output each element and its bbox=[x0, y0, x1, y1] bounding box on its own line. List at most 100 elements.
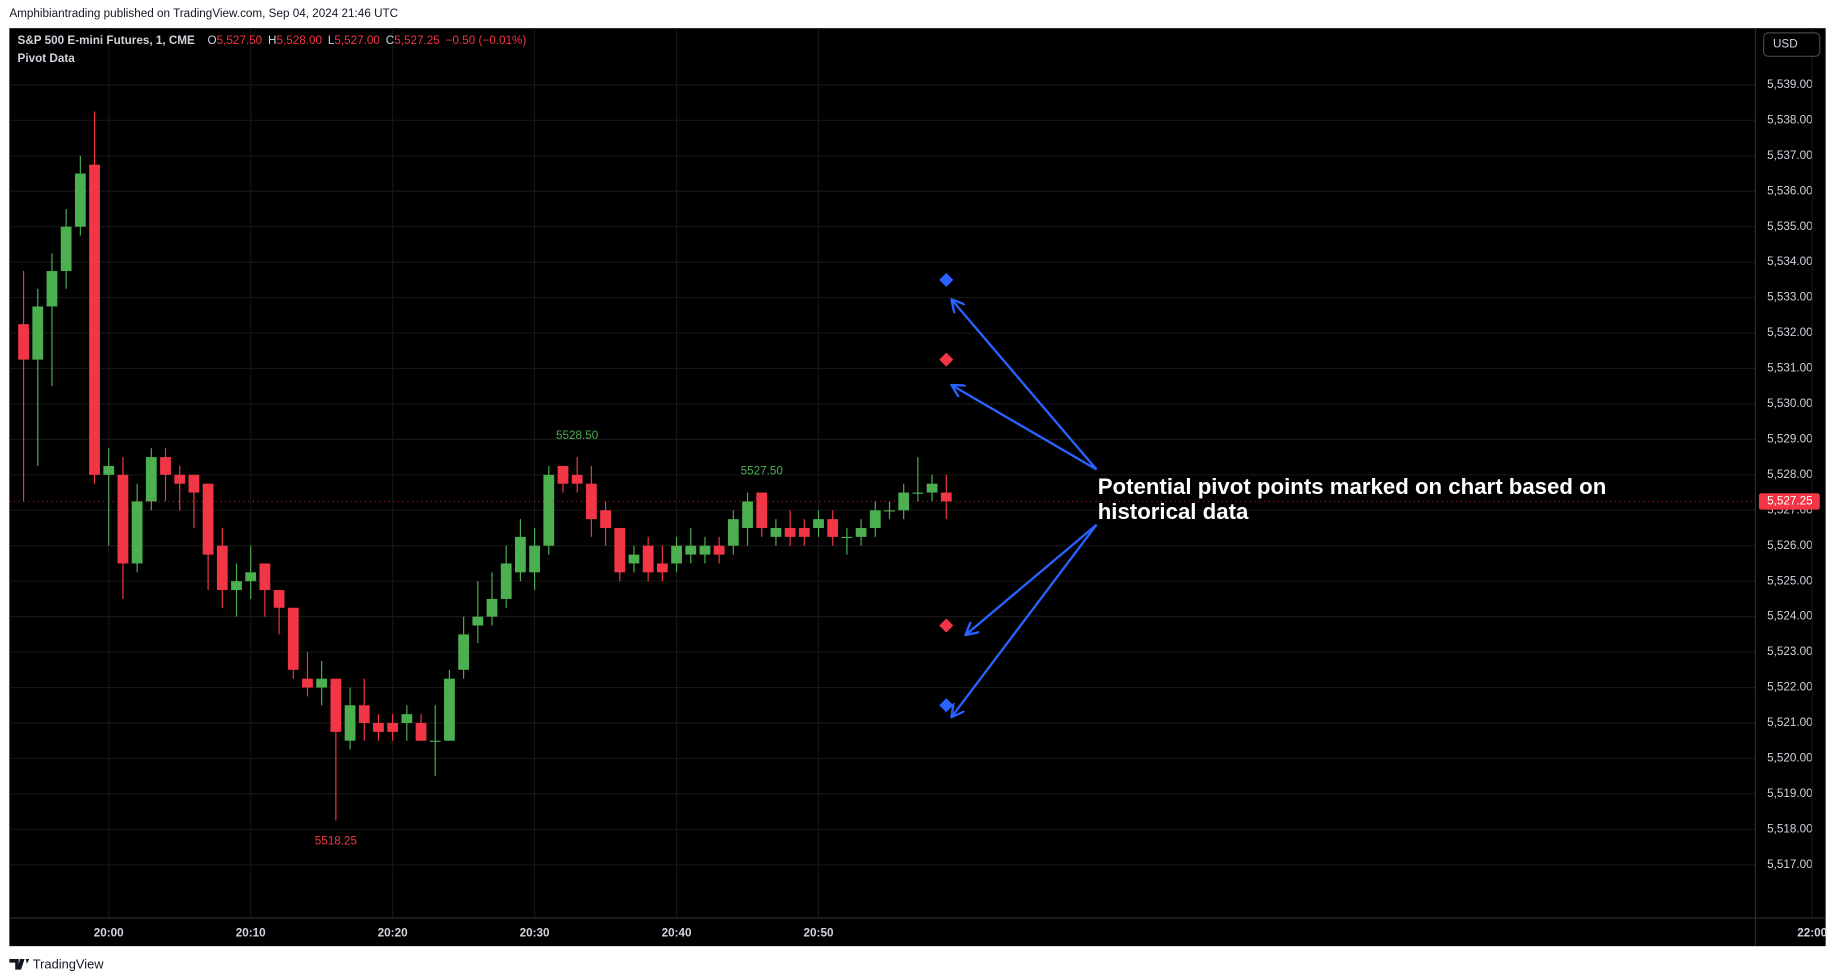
currency-label[interactable]: USD bbox=[1773, 38, 1798, 51]
y-tick-label: 5,526.00 bbox=[1767, 539, 1813, 552]
extreme-label: 5528.50 bbox=[556, 429, 599, 442]
footer-logo: TradingView bbox=[9, 956, 104, 971]
legend-key: H bbox=[268, 34, 276, 47]
arrow bbox=[951, 524, 1098, 718]
y-tick-label: 5,523.00 bbox=[1767, 645, 1813, 658]
candle-body bbox=[486, 598, 498, 617]
legend-key: L bbox=[328, 34, 335, 47]
pivot-diamond bbox=[939, 352, 954, 367]
candle-body bbox=[358, 705, 370, 723]
arrow bbox=[965, 523, 1098, 635]
candle-body bbox=[103, 465, 115, 475]
legend-value: 5,527.00 bbox=[334, 34, 380, 47]
y-tick-label: 5,528.00 bbox=[1767, 468, 1813, 481]
y-tick-label: 5,531.00 bbox=[1767, 362, 1813, 375]
candle-body bbox=[855, 528, 867, 537]
x-tick-label: 20:40 bbox=[662, 926, 692, 939]
candle-body bbox=[926, 483, 938, 493]
candle-body bbox=[316, 678, 328, 688]
candle-body bbox=[174, 474, 186, 484]
candle-body bbox=[117, 474, 129, 564]
candle-body bbox=[273, 590, 285, 608]
candle-body bbox=[287, 607, 299, 670]
publish-header: Amphibiantrading published on TradingVie… bbox=[9, 7, 398, 20]
candle-body bbox=[458, 634, 470, 670]
legend-value: 5,528.00 bbox=[276, 34, 322, 47]
candle-body bbox=[344, 705, 356, 741]
x-tick-label: 22:00 bbox=[1797, 926, 1827, 939]
legend-value: 5,527.25 bbox=[394, 34, 440, 47]
candle-body bbox=[884, 510, 895, 512]
candle-body bbox=[131, 501, 143, 564]
legend-value: 5,527.50 bbox=[217, 34, 263, 47]
y-tick-label: 5,532.00 bbox=[1767, 326, 1813, 339]
pivot-diamond bbox=[939, 272, 954, 287]
candle-body bbox=[245, 572, 257, 582]
candle-body bbox=[869, 510, 881, 529]
extreme-label: 5518.25 bbox=[315, 835, 358, 848]
y-tick-label: 5,524.00 bbox=[1767, 610, 1813, 623]
y-tick-label: 5,522.00 bbox=[1767, 681, 1813, 694]
candle-body bbox=[727, 519, 739, 546]
candle-body bbox=[798, 528, 810, 537]
candle-body bbox=[813, 519, 824, 529]
candle-body bbox=[841, 536, 853, 539]
currency-button[interactable] bbox=[1763, 32, 1821, 57]
candle-body bbox=[756, 492, 768, 529]
y-tick-label: 5,535.00 bbox=[1767, 220, 1813, 233]
grid: 5,517.00 5,518.00 5,519.00 5,520.00 5,521.00… bbox=[9, 28, 1828, 939]
annotation-line: Potential pivot points marked on chart b… bbox=[1098, 474, 1607, 499]
candle-body bbox=[770, 528, 782, 537]
candle-body bbox=[628, 554, 640, 564]
candle-body bbox=[699, 545, 711, 555]
candle-body bbox=[529, 545, 540, 573]
candle-body bbox=[373, 722, 384, 732]
candle-body bbox=[444, 678, 455, 741]
indicator-name: Pivot Data bbox=[18, 52, 76, 65]
y-tick-label: 5,534.00 bbox=[1767, 255, 1813, 268]
candle-body bbox=[472, 616, 484, 626]
candle-body bbox=[600, 510, 611, 529]
y-tick-label: 5,539.00 bbox=[1767, 78, 1813, 91]
last-price-box bbox=[1758, 493, 1820, 510]
arrows bbox=[951, 299, 1098, 718]
candle-body bbox=[614, 528, 626, 573]
candle-body bbox=[415, 722, 427, 741]
candle-body bbox=[827, 519, 839, 537]
candle-body bbox=[202, 483, 214, 555]
y-tick-label: 5,533.00 bbox=[1767, 291, 1813, 304]
plot: 5528.50 5527.50 5518.25 5,527.25 bbox=[9, 111, 1820, 848]
candle-body bbox=[912, 492, 924, 494]
y-tick-label: 5,519.00 bbox=[1767, 787, 1813, 800]
candle-body bbox=[671, 545, 682, 564]
y-tick-label: 5,530.00 bbox=[1767, 397, 1813, 410]
x-tick-label: 20:50 bbox=[804, 926, 834, 939]
logo-mark bbox=[9, 959, 30, 970]
candle-body bbox=[543, 474, 555, 546]
candle-body bbox=[216, 545, 228, 591]
legend-key: C bbox=[386, 34, 395, 47]
symbol-name: S&P 500 E-mini Futures, 1, CME bbox=[18, 34, 195, 47]
candle-body bbox=[74, 173, 86, 227]
candle-body bbox=[60, 226, 72, 272]
candle-body bbox=[642, 545, 654, 573]
candle-body bbox=[557, 465, 569, 484]
annotation-line: historical data bbox=[1098, 499, 1249, 524]
y-tick-label: 5,520.00 bbox=[1767, 752, 1813, 765]
x-tick-label: 20:10 bbox=[236, 926, 266, 939]
candle-body bbox=[784, 528, 796, 537]
y-tick-label: 5,518.00 bbox=[1767, 822, 1813, 835]
candle-body bbox=[18, 324, 29, 360]
candle-body bbox=[302, 678, 313, 688]
candle-body bbox=[46, 271, 58, 307]
candle-body bbox=[571, 474, 583, 484]
candle-body bbox=[685, 545, 697, 555]
candle-body bbox=[160, 457, 171, 475]
candle-body bbox=[500, 563, 512, 599]
candle-body bbox=[231, 581, 242, 591]
y-tick-label: 5,529.00 bbox=[1767, 432, 1813, 445]
arrow bbox=[951, 385, 1098, 471]
y-tick-label: 5,525.00 bbox=[1767, 574, 1813, 587]
